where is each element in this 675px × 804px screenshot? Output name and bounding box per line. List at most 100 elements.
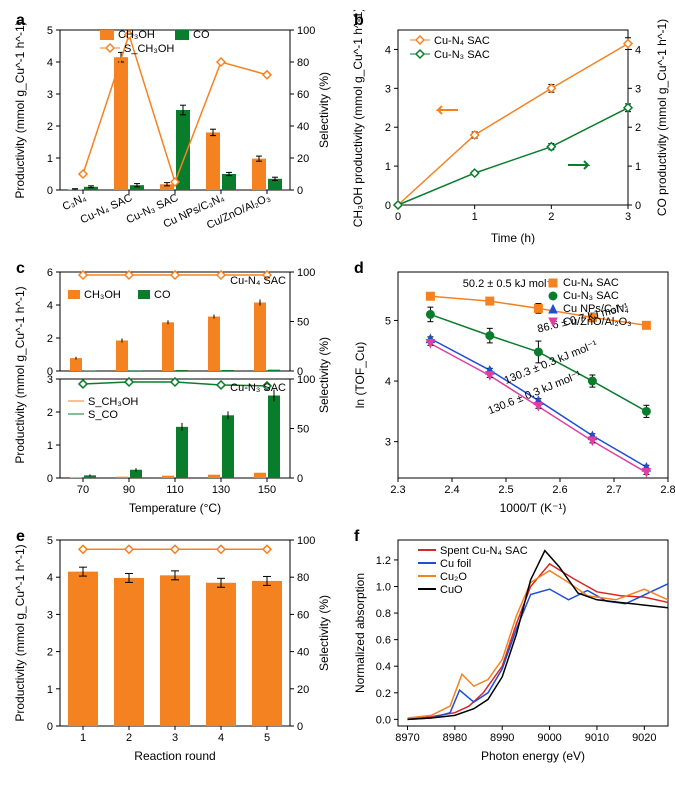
svg-text:1: 1 — [47, 153, 53, 165]
svg-text:Cu-N₄ SAC: Cu-N₄ SAC — [79, 192, 135, 226]
svg-text:3: 3 — [47, 374, 53, 386]
svg-text:Productivity (mmol g_Cu^-1 h^-: Productivity (mmol g_Cu^-1 h^-1) — [13, 544, 27, 721]
svg-text:Cu foil: Cu foil — [440, 558, 471, 570]
svg-text:Cu-N₄ SAC: Cu-N₄ SAC — [230, 275, 286, 287]
panel-c-label: c — [16, 260, 25, 278]
svg-text:80: 80 — [297, 57, 309, 69]
svg-text:Cu-N₄ SAC: Cu-N₄ SAC — [563, 277, 619, 289]
svg-text:130.6 ± 0.3 kJ mol⁻¹: 130.6 ± 0.3 kJ mol⁻¹ — [486, 369, 583, 417]
svg-text:Cu-N₄ SAC: Cu-N₄ SAC — [434, 35, 490, 47]
svg-text:CO productivity (mmol g_Cu^-1: CO productivity (mmol g_Cu^-1 h^-1) — [655, 19, 669, 216]
svg-text:Cu/ZnO/Al₂O₃: Cu/ZnO/Al₂O₃ — [563, 316, 632, 328]
svg-text:100: 100 — [297, 25, 315, 37]
svg-text:50.2 ± 0.5 kJ mol⁻¹: 50.2 ± 0.5 kJ mol⁻¹ — [463, 278, 556, 290]
svg-text:40: 40 — [297, 121, 309, 133]
svg-text:Selectivity (%): Selectivity (%) — [317, 595, 331, 671]
svg-text:9000: 9000 — [537, 732, 561, 744]
panel-d: d2.32.42.52.62.72.83451000/T (K⁻¹)ln (TO… — [348, 258, 675, 518]
svg-text:Cu-N₃ SAC: Cu-N₃ SAC — [230, 382, 286, 394]
svg-text:3: 3 — [172, 732, 178, 744]
svg-text:90: 90 — [123, 484, 135, 496]
svg-text:4: 4 — [635, 44, 641, 56]
svg-text:1.0: 1.0 — [376, 582, 391, 594]
svg-text:2: 2 — [47, 407, 53, 419]
svg-text:0.2: 0.2 — [376, 688, 391, 700]
svg-text:0: 0 — [635, 200, 641, 212]
svg-text:20: 20 — [297, 684, 309, 696]
svg-text:9020: 9020 — [632, 732, 656, 744]
svg-text:40: 40 — [297, 647, 309, 659]
svg-text:0.4: 0.4 — [376, 661, 391, 673]
svg-text:50: 50 — [297, 424, 309, 436]
svg-text:2: 2 — [548, 211, 554, 223]
svg-text:2: 2 — [47, 333, 53, 345]
svg-text:0.8: 0.8 — [376, 608, 391, 620]
svg-text:3: 3 — [47, 609, 53, 621]
svg-text:4: 4 — [47, 57, 53, 69]
svg-text:1: 1 — [47, 684, 53, 696]
svg-text:3: 3 — [635, 83, 641, 95]
panel-e-label: e — [16, 528, 25, 546]
svg-text:3: 3 — [385, 437, 391, 449]
svg-text:Temperature (°C): Temperature (°C) — [129, 501, 221, 515]
svg-text:1: 1 — [472, 211, 478, 223]
panel-f-label: f — [354, 528, 359, 546]
svg-text:Productivity (mmol g_Cu^-1 h^-: Productivity (mmol g_Cu^-1 h^-1) — [13, 21, 27, 198]
svg-text:0: 0 — [297, 473, 303, 485]
svg-text:2: 2 — [385, 122, 391, 134]
svg-text:0: 0 — [395, 211, 401, 223]
svg-text:CH₃OH: CH₃OH — [84, 289, 121, 301]
svg-text:CH₃OH productivity (mmol g_Cu^: CH₃OH productivity (mmol g_Cu^-1 h^-1) — [351, 10, 365, 227]
svg-text:0.0: 0.0 — [376, 714, 391, 726]
svg-text:8990: 8990 — [490, 732, 514, 744]
svg-text:1000/T (K⁻¹): 1000/T (K⁻¹) — [500, 501, 567, 515]
svg-text:2: 2 — [47, 647, 53, 659]
panel-f: f 8970 8980 8990 9000 9010 9020 0.0 0.2 0.4 0.6 0.8… — [348, 526, 675, 766]
svg-text:100: 100 — [297, 374, 315, 386]
svg-text:C₃N₄: C₃N₄ — [61, 192, 89, 214]
svg-text:1: 1 — [47, 440, 53, 452]
svg-text:150: 150 — [258, 484, 276, 496]
svg-text:4: 4 — [385, 44, 391, 56]
svg-text:70: 70 — [77, 484, 89, 496]
panel-a: a012345020406080100C₃N₄Cu-N₄ SACCu-N₃ SA… — [10, 10, 340, 250]
svg-text:0: 0 — [47, 721, 53, 733]
svg-text:6: 6 — [47, 267, 53, 279]
svg-text:2.8: 2.8 — [660, 484, 675, 496]
svg-text:2: 2 — [47, 121, 53, 133]
svg-text:1: 1 — [385, 161, 391, 173]
figure-grid: a012345020406080100C₃N₄Cu-N₄ SACCu-N₃ SA… — [10, 10, 665, 766]
svg-text:Cu-N₃ SAC: Cu-N₃ SAC — [434, 49, 490, 61]
svg-text:2.5: 2.5 — [498, 484, 513, 496]
svg-text:CH₃OH: CH₃OH — [118, 29, 155, 41]
panel-c: c0246050100Cu-N₄ SACCH₃OHCO0123050100709… — [10, 258, 340, 518]
svg-text:100: 100 — [297, 535, 315, 547]
svg-text:100: 100 — [297, 267, 315, 279]
svg-text:0.6: 0.6 — [376, 635, 391, 647]
svg-text:8970: 8970 — [395, 732, 419, 744]
svg-text:0: 0 — [297, 721, 303, 733]
svg-text:3: 3 — [625, 211, 631, 223]
svg-text:Cu-N₃ SAC: Cu-N₃ SAC — [563, 290, 619, 302]
svg-text:CO: CO — [154, 289, 171, 301]
svg-text:S_CH₃OH: S_CH₃OH — [124, 43, 174, 55]
svg-text:8980: 8980 — [443, 732, 467, 744]
svg-text:0: 0 — [47, 473, 53, 485]
svg-text:3: 3 — [385, 83, 391, 95]
svg-text:60: 60 — [297, 609, 309, 621]
svg-text:2.7: 2.7 — [606, 484, 621, 496]
svg-text:1: 1 — [80, 732, 86, 744]
svg-text:1.2: 1.2 — [376, 555, 391, 567]
svg-text:Selectivity (%): Selectivity (%) — [317, 337, 331, 413]
svg-text:2.3: 2.3 — [390, 484, 405, 496]
svg-text:50: 50 — [297, 317, 309, 329]
svg-text:130: 130 — [212, 484, 230, 496]
svg-text:5: 5 — [385, 315, 391, 327]
svg-text:Time (h): Time (h) — [491, 231, 535, 245]
svg-text:Selectivity (%): Selectivity (%) — [317, 72, 331, 148]
svg-text:2.4: 2.4 — [444, 484, 459, 496]
panel-a-label: a — [16, 12, 25, 30]
svg-text:5: 5 — [47, 535, 53, 547]
svg-text:9010: 9010 — [585, 732, 609, 744]
svg-text:4: 4 — [218, 732, 224, 744]
